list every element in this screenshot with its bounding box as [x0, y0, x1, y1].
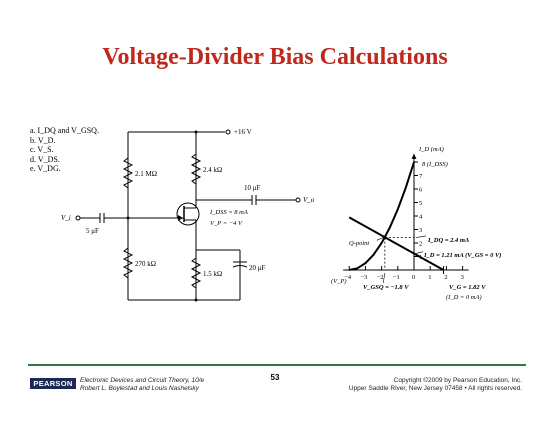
junction-dot [194, 130, 198, 134]
rd-resistor [190, 153, 202, 185]
q-point-label: Q-point [349, 240, 369, 247]
y-axis-label: I_D (mA) [418, 146, 444, 153]
y-tick-label: 5 [419, 200, 422, 207]
x-tick-label: 3 [461, 274, 464, 281]
gate-arrow-icon [178, 215, 183, 221]
junction-dot [194, 298, 198, 302]
question-b: b. V_D. [30, 135, 56, 145]
book-title: Electronic Devices and Circuit Theory, 1… [80, 377, 205, 384]
idq-leader [415, 235, 427, 238]
r2-resistor [122, 247, 134, 279]
pearson-logo: PEARSON [30, 378, 76, 389]
x-tick-label: 1 [428, 274, 431, 281]
id-zero-label: (I_D = 0 mA) [446, 294, 482, 301]
vi-label: V_i [61, 214, 71, 222]
slide-title: Voltage-Divider Bias Calculations [102, 44, 448, 70]
id-vgs0-leader [414, 251, 424, 254]
q-point-marker [383, 235, 387, 240]
idss-tick-label: 8 (I_DSS) [422, 161, 448, 168]
x-tick-label: −2 [377, 274, 384, 281]
question-list: a. I_DQ and V_GSQ. b. V_D. c. V_S. d. V_… [30, 126, 99, 174]
y-tick-label: 2 [419, 241, 422, 248]
transfer-curve [348, 161, 415, 271]
book-citation: Electronic Devices and Circuit Theory, 1… [80, 377, 204, 393]
r2-label: 270 kΩ [135, 260, 156, 268]
x-tick-label: 0 [412, 274, 415, 281]
jfet-symbol [176, 202, 200, 226]
question-e: e. V_DG. [30, 164, 61, 173]
x-tick-label: −1 [393, 274, 400, 281]
copyright-notice: Copyright ©2009 by Pearson Education, In… [349, 377, 522, 393]
y-tick-label: 6 [419, 187, 423, 194]
r1-label: 2.1 MΩ [135, 170, 157, 178]
supply-label: +16 V [234, 128, 252, 136]
footer-divider [28, 364, 526, 366]
x-tick-label: −4 [344, 274, 352, 281]
y-tick-label: 3 [419, 227, 422, 234]
idq-label: I_DQ = 2.4 mA [427, 237, 470, 244]
x-tick-label: 2 [444, 274, 447, 281]
cout-label: 10 μF [244, 184, 261, 192]
y-tick-label: 4 [419, 214, 423, 221]
copyright-line-2: Upper Saddle River, New Jersey 07458 • A… [348, 385, 522, 392]
vgsq-label: V_GSQ = −1.8 V [363, 284, 409, 291]
vp-axis-label: (V_P) [331, 278, 347, 285]
rs-label: 1.5 kΩ [203, 270, 222, 278]
vp-label: V_P = −4 V [210, 220, 243, 227]
vg-label: V_G = 1.82 V [449, 284, 486, 291]
circuit-schematic [75, 129, 301, 301]
question-c: c. V_S. [30, 145, 54, 154]
x-tick-label: −3 [360, 274, 367, 281]
vgsq-leader [382, 272, 386, 284]
page-number: 53 [270, 373, 280, 382]
y-tick-label: 7 [419, 173, 423, 180]
cs-label: 20 μF [249, 264, 266, 272]
copyright-line-1: Copyright ©2009 by Pearson Education, In… [393, 377, 522, 384]
cin-label: 5 μF [86, 227, 99, 235]
id-vgs0-label: I_D = 1.21 mA (V_GS = 0 V) [423, 252, 501, 259]
question-d: d. V_DS. [30, 154, 60, 164]
r1-resistor [122, 157, 134, 189]
y-axis-arrow-icon [411, 153, 417, 159]
bias-line [348, 216, 444, 271]
rd-label: 2.4 kΩ [203, 166, 222, 174]
question-a: a. I_DQ and V_GSQ. [30, 126, 99, 135]
vo-label: V_o [303, 196, 315, 204]
q-point-leader [376, 237, 384, 241]
idss-label: I_DSS = 8 mA [209, 209, 248, 216]
rs-resistor [190, 257, 202, 289]
junction-dot [126, 216, 130, 220]
book-authors: Robert L. Boylestad and Louis Nashelsky [80, 385, 199, 392]
